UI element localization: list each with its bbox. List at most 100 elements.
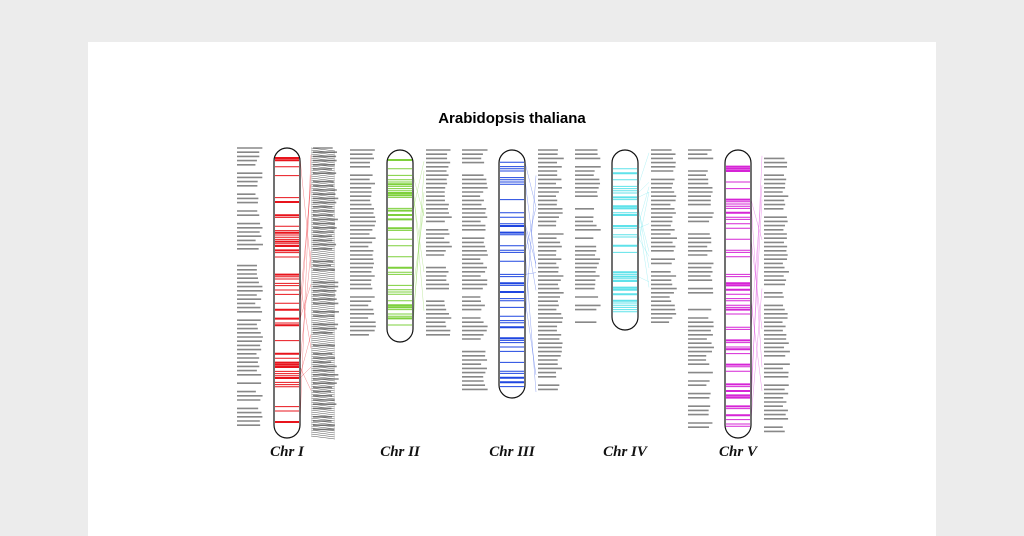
hatch: [310, 381, 336, 386]
hatch: [310, 371, 336, 376]
hatch: [310, 369, 336, 374]
hatch: [310, 415, 336, 420]
hatch: [310, 257, 336, 262]
hatch: [310, 253, 336, 258]
hatch: [310, 409, 336, 414]
connector: [412, 161, 425, 211]
hatch: [310, 287, 336, 292]
hatch: [310, 223, 336, 228]
hatch: [310, 205, 336, 210]
chromosome: [611, 149, 639, 331]
hatch: [310, 161, 336, 166]
hatch: [310, 211, 336, 216]
hatch: [310, 283, 336, 288]
hatch: [310, 335, 336, 340]
hatch: [310, 213, 336, 218]
hatch: [310, 387, 336, 392]
hatch: [310, 279, 336, 284]
hatch: [310, 357, 336, 362]
connector: [637, 214, 650, 288]
hatch: [310, 417, 336, 422]
chromosome-label: Chr I: [270, 444, 305, 460]
chromosome-label: Chr V: [719, 444, 759, 460]
hatch: [310, 183, 336, 188]
hatch: [310, 207, 336, 212]
connector: [637, 223, 650, 229]
chromosome-label: Chr II: [380, 444, 421, 460]
hatch: [310, 255, 336, 260]
hatch: [310, 399, 336, 404]
hatch: [310, 277, 336, 282]
hatch: [310, 393, 336, 398]
hatch: [310, 435, 336, 440]
hatch: [310, 271, 336, 276]
hatch: [310, 247, 336, 252]
hatch: [310, 375, 336, 380]
hatch: [310, 385, 336, 390]
connector: [299, 283, 312, 349]
hatch: [310, 199, 336, 204]
hatch: [310, 325, 336, 330]
connector: [524, 179, 537, 269]
hatch: [310, 353, 336, 358]
hatch: [310, 221, 336, 226]
hatch: [310, 413, 336, 418]
hatch: [310, 273, 336, 278]
connector: [637, 206, 650, 269]
hatch: [310, 311, 336, 316]
connector: [299, 250, 312, 363]
hatch: [310, 315, 336, 320]
hatch: [310, 321, 336, 326]
hatch: [310, 303, 336, 308]
hatch: [310, 421, 336, 426]
hatch: [310, 359, 336, 364]
hatch: [310, 427, 336, 432]
hatch: [310, 379, 336, 384]
connector: [637, 236, 650, 257]
hatch: [310, 285, 336, 290]
connector: [637, 186, 650, 227]
hatch: [310, 235, 336, 240]
hatch: [310, 209, 336, 214]
hatch: [310, 171, 336, 176]
hatch: [310, 167, 336, 172]
hatch: [310, 267, 336, 272]
hatch: [310, 193, 336, 198]
connector: [299, 157, 312, 268]
hatch: [310, 347, 336, 352]
hatch: [310, 233, 336, 238]
hatch: [310, 227, 336, 232]
hatch: [310, 319, 336, 324]
hatch: [310, 263, 336, 268]
connector: [637, 276, 650, 282]
hatch: [310, 231, 336, 236]
chromosome-group: Chr I: [237, 147, 339, 460]
hatch: [310, 323, 336, 328]
hatch: [310, 189, 336, 194]
hatch: [310, 289, 336, 294]
hatch: [310, 217, 336, 222]
chromosome-label: Chr III: [489, 444, 536, 460]
hatch: [310, 269, 336, 274]
hatch: [310, 367, 336, 372]
chromosome: [273, 147, 301, 439]
hatch: [310, 361, 336, 366]
hatch: [310, 419, 336, 424]
hatch: [310, 425, 336, 430]
hatch: [310, 351, 336, 356]
hatch: [310, 397, 336, 402]
connector: [750, 300, 763, 392]
hatch: [310, 401, 336, 406]
chromosome: [386, 149, 414, 343]
hatch: [310, 249, 336, 254]
hatch: [310, 241, 336, 246]
hatch: [310, 333, 336, 338]
connector: [412, 175, 425, 217]
hatch: [310, 245, 336, 250]
connector: [412, 170, 425, 326]
hatch: [310, 295, 336, 300]
hatch: [310, 155, 336, 160]
connector: [524, 225, 537, 291]
hatch: [310, 179, 336, 184]
connector: [299, 284, 312, 319]
